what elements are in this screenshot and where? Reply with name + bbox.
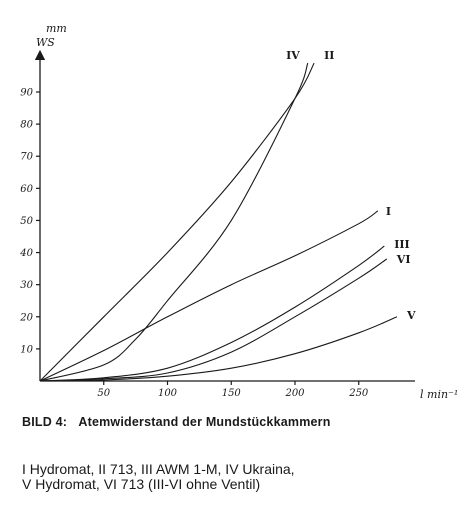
x-tick-label: 250 (348, 388, 369, 399)
y-tick-label: 80 (20, 120, 33, 131)
y-tick-label: 40 (19, 248, 33, 259)
y-tick-label: 60 (20, 184, 33, 195)
y-axis-unit-line1: mm (46, 22, 67, 35)
series-label-II: II (324, 49, 334, 62)
series-line-I (39, 210, 379, 382)
figure-label: BILD 4: (22, 415, 68, 429)
y-tick-label: 50 (20, 216, 33, 227)
series-label-IV: IV (286, 49, 300, 62)
x-axis-unit: l min⁻¹ (420, 388, 458, 401)
series-label-III: III (394, 238, 409, 251)
y-axis-unit-line2: WS (36, 36, 55, 49)
y-tick-label: 30 (20, 280, 33, 291)
series-label-V: V (406, 309, 416, 322)
series-line-V (39, 316, 398, 382)
series-label-I: I (386, 205, 391, 218)
legend-text: I Hydromat, II 713, III AWM 1-M, IV Ukra… (22, 461, 295, 492)
x-tick-label: 50 (97, 388, 110, 399)
x-tick-label: 100 (158, 388, 178, 399)
series-line-III (39, 245, 385, 382)
chart: mm WS l min⁻¹ 10 20 30 40 50 60 70 80 90 50 100 150… (19, 22, 458, 401)
figure-caption: BILD 4: Atemwiderstand der Mundstückkamm… (22, 415, 331, 429)
series-label-VI: VI (396, 253, 411, 266)
figure-title: Atemwiderstand der Mundstückkammern (78, 415, 331, 429)
x-tick-label: 150 (222, 388, 242, 399)
x-tick-label: 200 (284, 388, 305, 399)
y-tick-label: 20 (19, 312, 33, 323)
y-tick-label: 70 (20, 152, 33, 163)
series-line-IV (39, 62, 309, 382)
y-tick-label: 90 (20, 88, 33, 99)
y-tick-label: 10 (20, 344, 33, 355)
series-line-II (39, 62, 315, 382)
series-line-VI (39, 258, 388, 382)
